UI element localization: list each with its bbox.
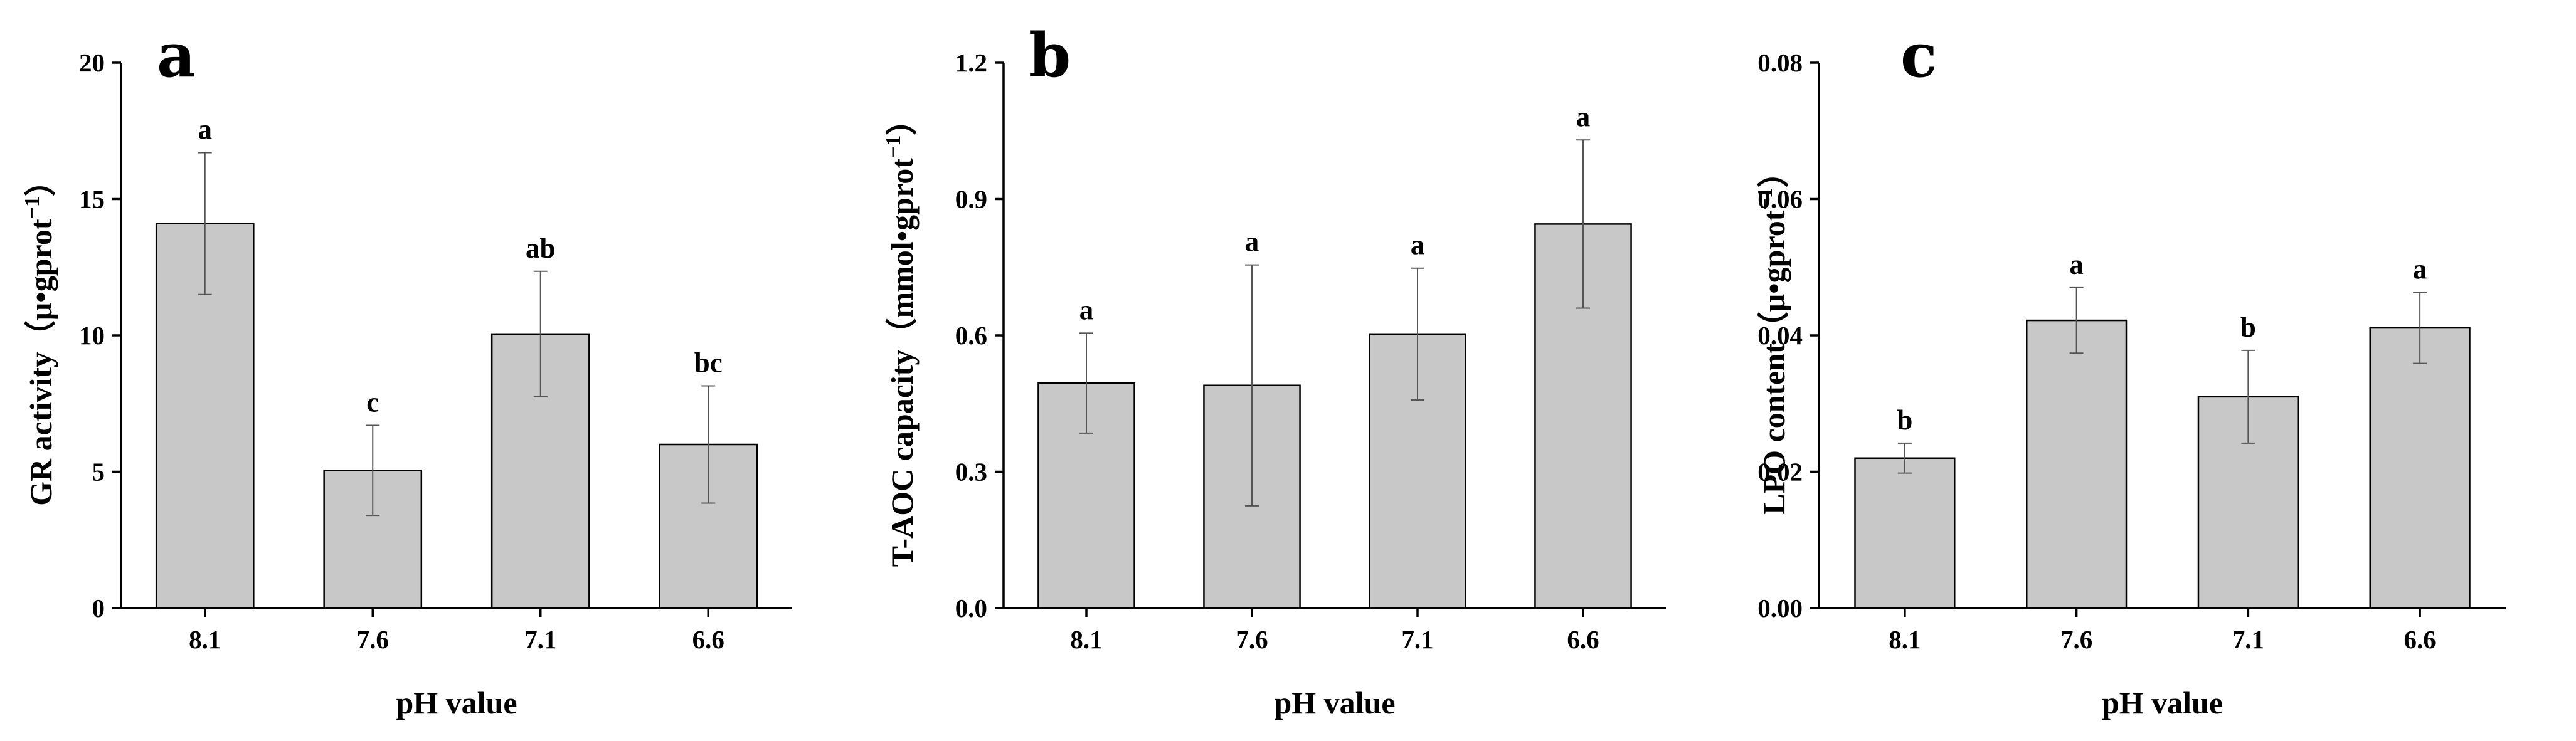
x-axis-title: pH value bbox=[1274, 685, 1395, 720]
bar bbox=[2025, 319, 2128, 609]
y-tick-label: 5 bbox=[92, 458, 105, 486]
x-axis-title: pH value bbox=[2102, 685, 2223, 720]
x-tick-label: 8.1 bbox=[1070, 625, 1102, 654]
significance-label: bc bbox=[694, 347, 723, 378]
x-tick-label: 7.6 bbox=[2060, 625, 2092, 654]
significance-label: a bbox=[198, 114, 213, 145]
x-tick-label: 6.6 bbox=[1567, 625, 1599, 654]
y-tick-label: 10 bbox=[79, 321, 105, 350]
y-tick-label: 0.9 bbox=[955, 185, 987, 214]
x-tick-label: 7.1 bbox=[2232, 625, 2264, 654]
chart-panel-a: 0 5 10 15 20 a 8.1 c 7.6 ab 7.1 bc 6.6 pH value GR act… bbox=[21, 20, 792, 720]
y-axis-title-close: ） bbox=[23, 165, 58, 196]
x-tick-label: 7.1 bbox=[524, 625, 556, 654]
y-tick-label: 0.00 bbox=[1757, 594, 1803, 623]
x-tick-label: 6.6 bbox=[2404, 625, 2436, 654]
significance-label: b bbox=[1897, 404, 1912, 436]
x-tick-label: 8.1 bbox=[1889, 625, 1921, 654]
significance-label: a bbox=[1079, 294, 1094, 325]
y-tick-label: 1.2 bbox=[955, 48, 987, 77]
y-tick-label: 0.6 bbox=[955, 321, 987, 350]
chart-panel-c: 0.00 0.02 0.04 0.06 0.08 b 8.1 a 7.6 b 7.1 a 6.6 pH v… bbox=[1754, 20, 2506, 720]
y-tick-label: 0.06 bbox=[1757, 185, 1803, 214]
x-tick-label: 6.6 bbox=[692, 625, 724, 654]
y-tick-label: 0.0 bbox=[955, 594, 987, 623]
panel-letter: b bbox=[1029, 20, 1071, 91]
x-tick-label: 8.1 bbox=[189, 625, 221, 654]
y-axis-title-close: ） bbox=[884, 104, 920, 135]
significance-label: a bbox=[1411, 229, 1425, 261]
bar bbox=[1854, 457, 1956, 609]
y-axis-title-superscript: −1 bbox=[1754, 187, 1777, 210]
panel-letter: a bbox=[157, 20, 196, 91]
y-tick-label: 0.08 bbox=[1757, 48, 1803, 77]
y-axis-title-main: GR activity（μ•gprot bbox=[23, 219, 58, 506]
x-axis-title: pH value bbox=[396, 685, 517, 720]
y-axis-title-superscript: −1 bbox=[882, 135, 905, 158]
y-axis-title: GR activity（μ•gprot−1） bbox=[21, 165, 58, 506]
y-tick-label: 0 bbox=[92, 594, 105, 623]
significance-label: b bbox=[2240, 312, 2256, 343]
y-tick-label: 0.02 bbox=[1757, 458, 1803, 486]
significance-label: a bbox=[1576, 101, 1591, 132]
y-tick-label: 0.04 bbox=[1757, 321, 1803, 350]
significance-label: c bbox=[366, 387, 379, 418]
x-tick-label: 7.1 bbox=[1401, 625, 1433, 654]
panel-letter: c bbox=[1900, 20, 1937, 91]
significance-label: ab bbox=[526, 233, 556, 264]
y-tick-label: 20 bbox=[79, 48, 105, 77]
y-tick-label: 15 bbox=[79, 185, 105, 214]
x-tick-label: 7.6 bbox=[1236, 625, 1268, 654]
significance-label: a bbox=[2413, 253, 2427, 285]
y-axis-title: LPO content（μ•gprot−1） bbox=[1754, 156, 1791, 515]
significance-label: a bbox=[2069, 249, 2084, 280]
y-tick-label: 0.3 bbox=[955, 458, 987, 486]
y-axis-title: T-AOC capacity（mmol•gprot−1） bbox=[882, 104, 920, 567]
y-axis-title-main: T-AOC capacity（mmol•gprot bbox=[884, 158, 920, 567]
y-axis-title-superscript: −1 bbox=[21, 196, 44, 219]
x-tick-label: 7.6 bbox=[357, 625, 389, 654]
y-axis-title-main: LPO content（μ•gprot bbox=[1756, 210, 1791, 515]
y-axis-title-close: ） bbox=[1756, 156, 1791, 187]
bar bbox=[2369, 327, 2471, 609]
chart-panel-b: 0.0 0.3 0.6 0.9 1.2 a 8.1 a 7.6 a 7.1 a 6.6 pH value T… bbox=[882, 20, 1666, 720]
significance-label: a bbox=[1245, 226, 1259, 258]
